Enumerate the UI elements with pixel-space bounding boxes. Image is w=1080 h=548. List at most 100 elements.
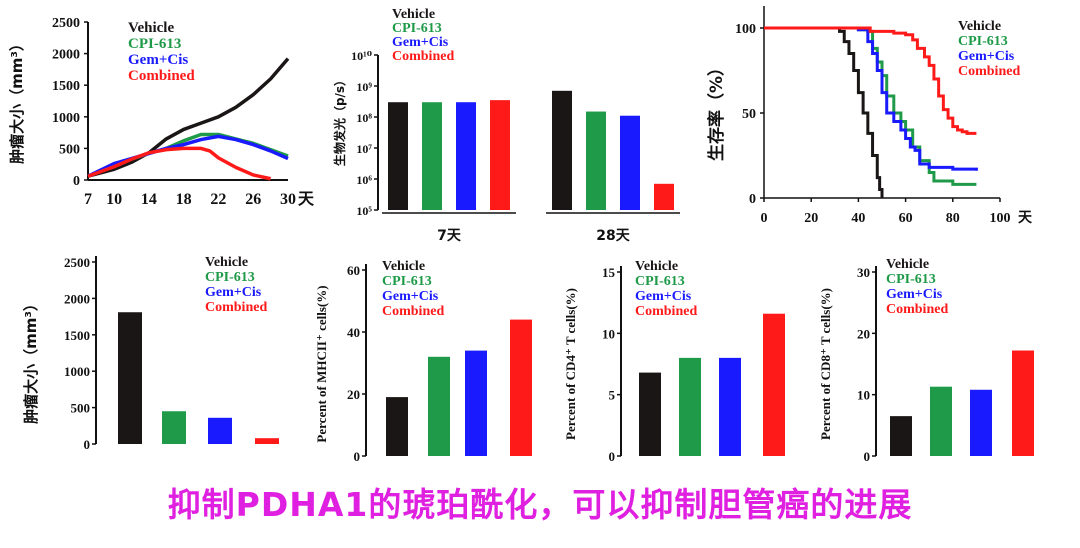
series-line-combined: [87, 146, 271, 181]
y-axis-label: 肿瘤大小（mm³）: [8, 36, 26, 164]
legend-cpi-613: CPI-613: [635, 274, 685, 289]
cd8-bar-chart: 0 10 20 30 Percent of CD8⁺ T cells(%) Vehicle…: [818, 257, 1034, 464]
x-tick-label: 20: [804, 211, 818, 226]
y-tick-label: 0: [609, 449, 616, 464]
tumor-size-bar-chart: 0 500 1000 1500 2000 2500 肿瘤大小（mm³） VehicleCPI-…: [22, 255, 279, 452]
bar-cpi-613: [422, 102, 442, 210]
y-tick-label: 0: [864, 449, 871, 464]
legend-gem-cis: Gem+Cis: [382, 289, 439, 304]
legend-combined: Combined: [635, 304, 697, 319]
y-tick-label: 10¹⁰: [351, 49, 372, 63]
y-tick-label: 10⁵: [356, 204, 372, 218]
y-tick-label: 2000: [52, 48, 80, 63]
x-tick-label: 14: [141, 191, 157, 208]
y-tick-label: 10: [857, 388, 870, 403]
y-tick-label: 10⁶: [356, 173, 372, 187]
legend-cpi-613: CPI-613: [392, 21, 442, 36]
legend-combined: Combined: [205, 300, 267, 315]
x-tick-label: 0: [761, 211, 768, 226]
survival-curve-vehicle: [764, 26, 884, 198]
y-tick-label: 500: [71, 401, 91, 416]
y-tick-label: 20: [347, 387, 360, 402]
bar-vehicle: [890, 416, 912, 456]
bar-gem-cis: [719, 357, 741, 456]
bar-combined: [510, 319, 532, 456]
y-tick-label: 30: [857, 265, 870, 280]
survival-chart: 0 50 100 0 20 40 60 80 100 天 生存率（%） VehicleCPI-613G…: [706, 6, 1033, 226]
y-axis-label: Percent of MHCII⁺ cells(%): [314, 285, 329, 442]
x-tick-label: 80: [946, 211, 960, 226]
legend-gem-cis: Gem+Cis: [128, 52, 188, 68]
y-tick-label: 1500: [64, 328, 90, 343]
survival-curve-gem-cis: [764, 26, 978, 171]
y-tick-label: 20: [857, 326, 870, 341]
legend-combined: Combined: [382, 304, 444, 319]
y-tick-label: 10⁷: [356, 142, 372, 156]
group-label: 7天: [437, 228, 462, 244]
legend-gem-cis: Gem+Cis: [635, 289, 692, 304]
bar-combined: [763, 313, 785, 456]
y-axis-label: Percent of CD4⁺ T cells(%): [563, 288, 578, 440]
x-tick-label: 40: [851, 211, 865, 226]
y-tick-label: 10⁹: [356, 80, 372, 94]
x-tick-label: 26: [245, 191, 261, 208]
y-tick-label: 500: [59, 142, 80, 157]
bar-gem-cis: [620, 115, 640, 210]
x-tick-label: 30: [280, 191, 296, 208]
series-line-gem-cis: [87, 134, 289, 178]
legend-gem-cis: Gem+Cis: [392, 35, 449, 50]
legend-cpi-613: CPI-613: [958, 34, 1008, 49]
legend-gem-cis: Gem+Cis: [886, 287, 943, 302]
series-line-cpi-613: [87, 132, 289, 178]
y-tick-label: 1000: [52, 111, 80, 126]
y-tick-label: 1000: [64, 364, 90, 379]
bar-vehicle: [639, 372, 661, 456]
y-tick-label: 5: [609, 388, 616, 403]
tumor-growth-chart: 0 500 1000 1500 2000 2500 7 10 14 18 22 26 30 天 肿瘤大小（m…: [8, 16, 315, 208]
legend-cpi-613: CPI-613: [128, 36, 181, 52]
bar-combined: [1012, 350, 1034, 456]
group-label: 28天: [596, 228, 630, 244]
y-tick-label: 0: [749, 192, 756, 207]
y-tick-label: 2500: [52, 16, 80, 31]
bar-combined: [255, 438, 279, 444]
x-tick-label: 100: [990, 211, 1011, 226]
y-tick-label: 40: [347, 325, 360, 340]
legend-vehicle: Vehicle: [635, 259, 678, 274]
x-unit-label: 天: [298, 189, 315, 208]
legend-vehicle: Vehicle: [958, 19, 1001, 34]
x-tick-label: 7: [84, 191, 92, 208]
y-tick-label: 0: [73, 174, 80, 189]
y-tick-label: 2500: [64, 255, 90, 270]
bar-cpi-613: [586, 111, 606, 210]
bar-vehicle: [552, 90, 572, 210]
y-axis-label: 生物发光（p/s）: [332, 74, 347, 166]
y-tick-label: 2000: [64, 291, 90, 306]
legend-combined: Combined: [392, 49, 454, 64]
mhcii-bar-chart: 0 20 40 60 Percent of MHCII⁺ cells(%) Vehicle…: [314, 259, 532, 464]
y-tick-label: 10: [602, 326, 615, 341]
bar-cpi-613: [930, 386, 952, 456]
legend-cpi-613: CPI-613: [205, 270, 255, 285]
figure-caption: 抑制PDHA1的琥珀酰化，可以抑制胆管癌的进展: [167, 485, 913, 524]
bar-gem-cis: [208, 417, 232, 444]
y-axis-label: Percent of CD8⁺ T cells(%): [818, 288, 833, 440]
legend-gem-cis: Gem+Cis: [205, 285, 262, 300]
x-unit-label: 天: [1018, 210, 1033, 226]
series-line-vehicle: [87, 57, 290, 178]
survival-curve-combined: [764, 26, 977, 135]
x-tick-label: 22: [210, 191, 226, 208]
y-tick-label: 10⁸: [356, 111, 372, 125]
legend-vehicle: Vehicle: [382, 259, 425, 274]
bar-vehicle: [386, 397, 408, 456]
y-tick-label: 60: [347, 263, 360, 278]
bar-cpi-613: [162, 411, 186, 444]
x-tick-label: 10: [106, 191, 122, 208]
bar-gem-cis: [465, 350, 487, 456]
y-tick-label: 15: [602, 265, 616, 280]
y-tick-label: 1500: [52, 79, 80, 94]
legend-vehicle: Vehicle: [128, 20, 174, 36]
bar-gem-cis: [456, 102, 476, 210]
bioluminescence-chart: 10⁵ 10⁶ 10⁷ 10⁸ 10⁹ 10¹⁰ 生物发光（p/s） 7天 28天 Vehicle…: [332, 7, 680, 244]
